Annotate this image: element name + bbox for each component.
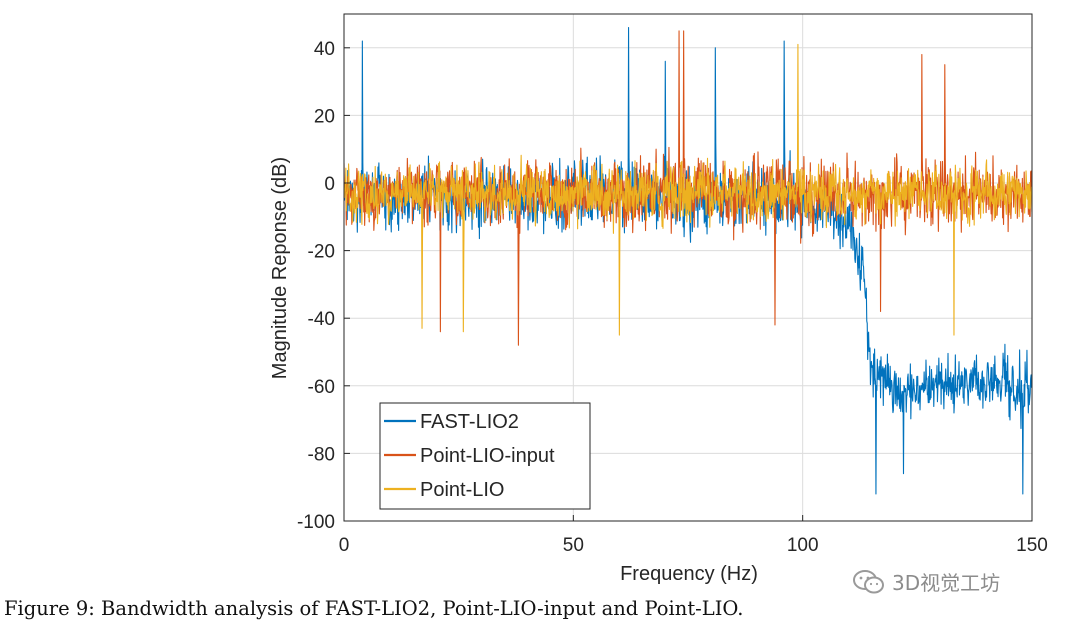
y-tick-label: -100	[297, 512, 335, 533]
y-tick-label: 0	[324, 174, 335, 195]
figure-caption: Figure 9: Bandwidth analysis of FAST-LIO…	[4, 597, 744, 620]
y-axis-label: Magnitude Reponse (dB)	[269, 157, 291, 379]
legend-label: FAST-LIO2	[420, 411, 519, 433]
x-tick-label: 100	[787, 535, 819, 556]
x-tick-label: 0	[339, 535, 350, 556]
y-tick-label: -40	[308, 309, 335, 330]
y-tick-label: 20	[314, 106, 335, 127]
plot-frame	[343, 13, 1033, 522]
legend-label: Point-LIO	[420, 479, 504, 501]
y-tick-label: -60	[308, 377, 335, 398]
y-tick-label: -20	[308, 242, 335, 263]
legend-label: Point-LIO-input	[420, 445, 555, 467]
watermark-text: 3D视觉工坊	[892, 571, 1001, 595]
series-layer	[344, 26, 1032, 495]
y-tick-label: 40	[314, 39, 335, 60]
x-tick-label: 50	[563, 535, 584, 556]
wechat-icon	[853, 569, 884, 593]
watermark: 3D视觉工坊	[852, 567, 1000, 596]
legend: FAST-LIO2 Point-LIO-input Point-LIO	[379, 402, 591, 510]
axis-ticks: 0 50 100 150 -100 -80 -60 -40 -20 0 20 40	[297, 39, 1048, 556]
series-line-point-lio	[344, 43, 1032, 336]
x-tick-label: 150	[1016, 535, 1048, 556]
x-axis-label: Frequency (Hz)	[620, 563, 758, 585]
y-tick-label: -80	[308, 444, 335, 465]
